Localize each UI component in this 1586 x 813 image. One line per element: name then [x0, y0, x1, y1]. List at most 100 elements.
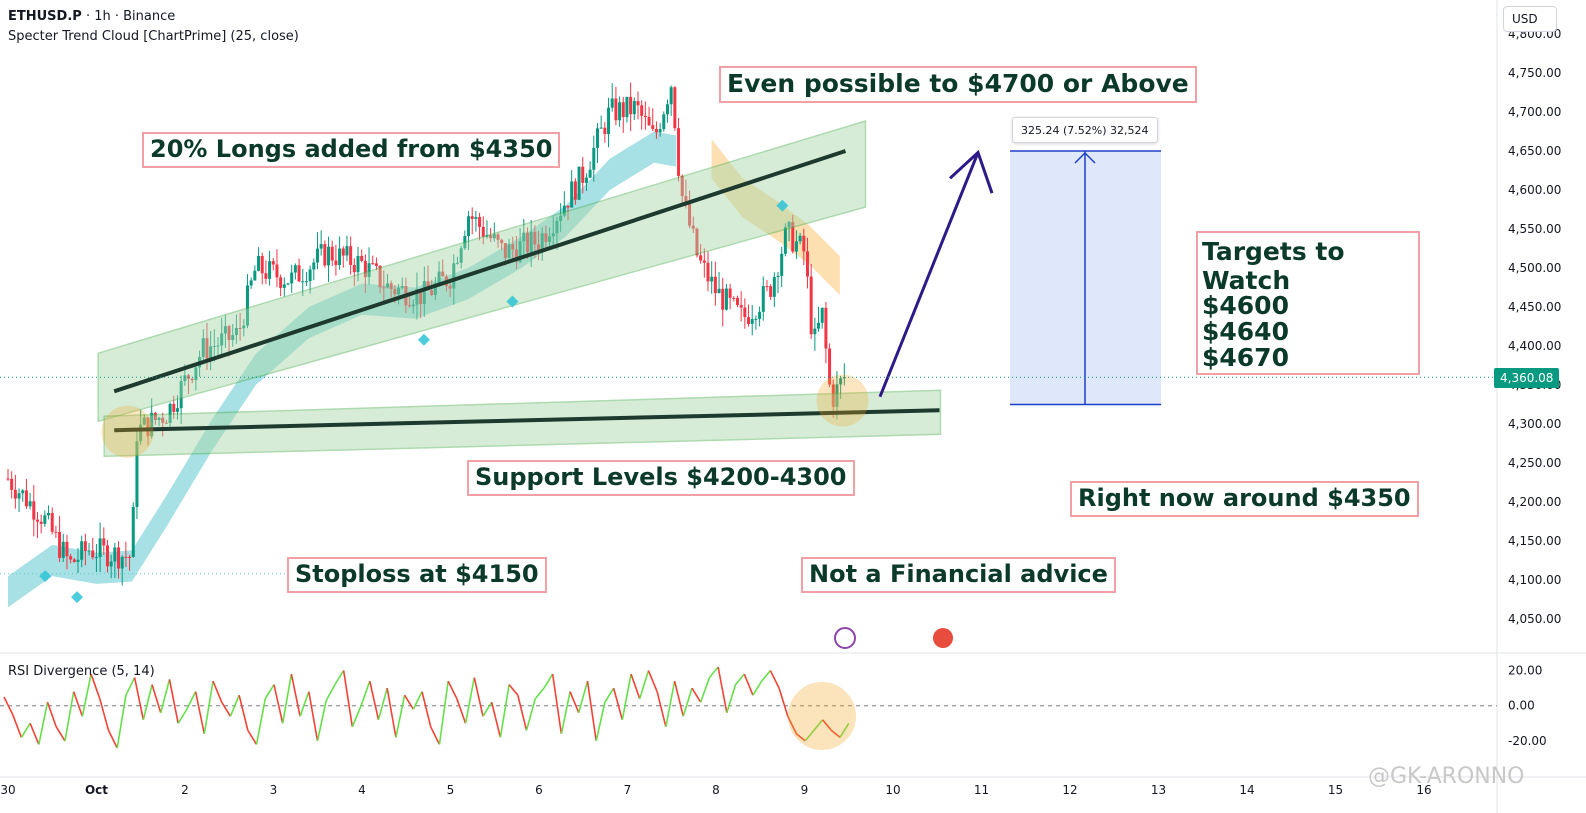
candle-body: [529, 231, 533, 253]
candle-body: [688, 201, 692, 226]
candle-body: [293, 265, 297, 273]
candle-body: [662, 114, 666, 130]
candle-body: [581, 166, 585, 183]
candle-body: [142, 417, 146, 425]
targets-box[interactable]: Targets to Watch $4600 $4640 $4670: [1196, 231, 1420, 375]
candle-body: [249, 280, 253, 286]
rsi-segment: [395, 695, 406, 738]
rsi-segment: [787, 715, 798, 735]
candle-body: [290, 272, 294, 284]
candle-body: [168, 403, 172, 424]
candle-body: [632, 101, 636, 115]
candle-body: [161, 417, 165, 423]
current-circle: [816, 374, 869, 427]
y-tick-label: 4,050.00: [1508, 612, 1561, 626]
event-flag-icon: [933, 628, 953, 648]
candle-body: [109, 561, 113, 567]
candle-body: [706, 262, 710, 282]
candle-body: [636, 101, 640, 106]
candle-body: [315, 248, 319, 263]
y-tick-label: 4,300.00: [1508, 417, 1561, 431]
candle-body: [39, 521, 43, 524]
candle-body: [500, 239, 504, 244]
rsi-segment: [734, 673, 745, 686]
y-tick-label: 4,600.00: [1508, 183, 1561, 197]
candle-body: [739, 305, 743, 308]
rsi-legend[interactable]: RSI Divergence (5, 14): [8, 664, 155, 679]
rsi-segment: [342, 670, 354, 727]
candle-body: [304, 281, 308, 283]
current-price-tag: 4,360.08: [1494, 368, 1560, 388]
rsi-segment: [360, 680, 371, 707]
candle-body: [61, 541, 65, 558]
candle-body: [260, 255, 264, 274]
rsi-segment: [133, 677, 145, 720]
candle-body: [426, 281, 430, 291]
candle-body: [131, 506, 135, 558]
candle-body: [651, 125, 655, 129]
candle-body: [559, 215, 563, 221]
rsi-segment: [430, 726, 441, 745]
rsi-segment: [761, 670, 771, 682]
candle-body: [448, 285, 452, 289]
candle-body: [400, 285, 404, 288]
candle-body: [408, 305, 412, 307]
rsi-segment: [578, 680, 589, 713]
rsi-segment: [38, 702, 49, 745]
rsi-segment: [456, 698, 467, 724]
rsi-segment: [247, 729, 258, 745]
candle-body: [371, 263, 375, 265]
candle-body: [614, 98, 618, 121]
candle-body: [621, 102, 625, 118]
candle-body: [80, 541, 84, 560]
symbol-header[interactable]: ETHUSD.P · 1h · Binance: [8, 9, 175, 24]
candle-body: [728, 288, 732, 298]
rsi-segment: [186, 691, 197, 710]
rsi-segment: [351, 705, 362, 728]
candle-body: [478, 217, 482, 227]
candle-body: [754, 318, 758, 320]
indicator-legend[interactable]: Specter Trend Cloud [ChartPrime] (25, cl…: [8, 29, 299, 44]
rsi-segment: [421, 691, 432, 728]
y-tick-label: 4,650.00: [1508, 144, 1561, 158]
candle-body: [828, 348, 832, 385]
callout-not-financial[interactable]: Not a Financial advice: [801, 557, 1116, 593]
candle-body: [411, 304, 415, 307]
rsi-segment: [273, 684, 284, 724]
rsi-segment: [168, 679, 179, 724]
candle-body: [584, 177, 588, 183]
callout-even-possible[interactable]: Even possible to $4700 or Above: [719, 66, 1197, 103]
rsi-segment: [386, 688, 397, 738]
rsi-segment: [107, 730, 118, 749]
x-tick-label: 10: [885, 783, 900, 797]
candle-body: [430, 290, 434, 295]
rsi-segment: [804, 729, 815, 742]
rsi-segment: [290, 673, 301, 717]
candle-body: [839, 378, 843, 385]
candle-body: [330, 246, 334, 261]
candle-body: [452, 263, 456, 289]
candle-body: [28, 501, 32, 507]
rsi-segment: [334, 670, 345, 686]
candle-body: [691, 225, 695, 229]
signal-diamond: [506, 295, 519, 308]
currency-button[interactable]: USD: [1503, 6, 1557, 32]
callout-longs-added[interactable]: 20% Longs added from $4350: [142, 132, 561, 168]
candle-body: [665, 104, 669, 115]
candle-body: [824, 307, 828, 349]
rsi-segment: [46, 701, 58, 728]
callout-right-now[interactable]: Right now around $4350: [1070, 481, 1419, 517]
x-tick-label: 9: [801, 783, 809, 797]
x-tick-label: 7: [624, 783, 632, 797]
candle-body: [76, 559, 80, 562]
rsi-segment: [830, 729, 841, 739]
callout-support-levels[interactable]: Support Levels $4200-4300: [467, 460, 855, 496]
callout-stoploss[interactable]: Stoploss at $4150: [287, 557, 547, 593]
y-tick-label: 4,500.00: [1508, 261, 1561, 275]
candle-body: [338, 248, 342, 266]
candle-body: [47, 513, 51, 516]
candle-body: [551, 233, 555, 237]
candle-body: [91, 550, 95, 558]
target-2: $4640: [1202, 317, 1289, 346]
